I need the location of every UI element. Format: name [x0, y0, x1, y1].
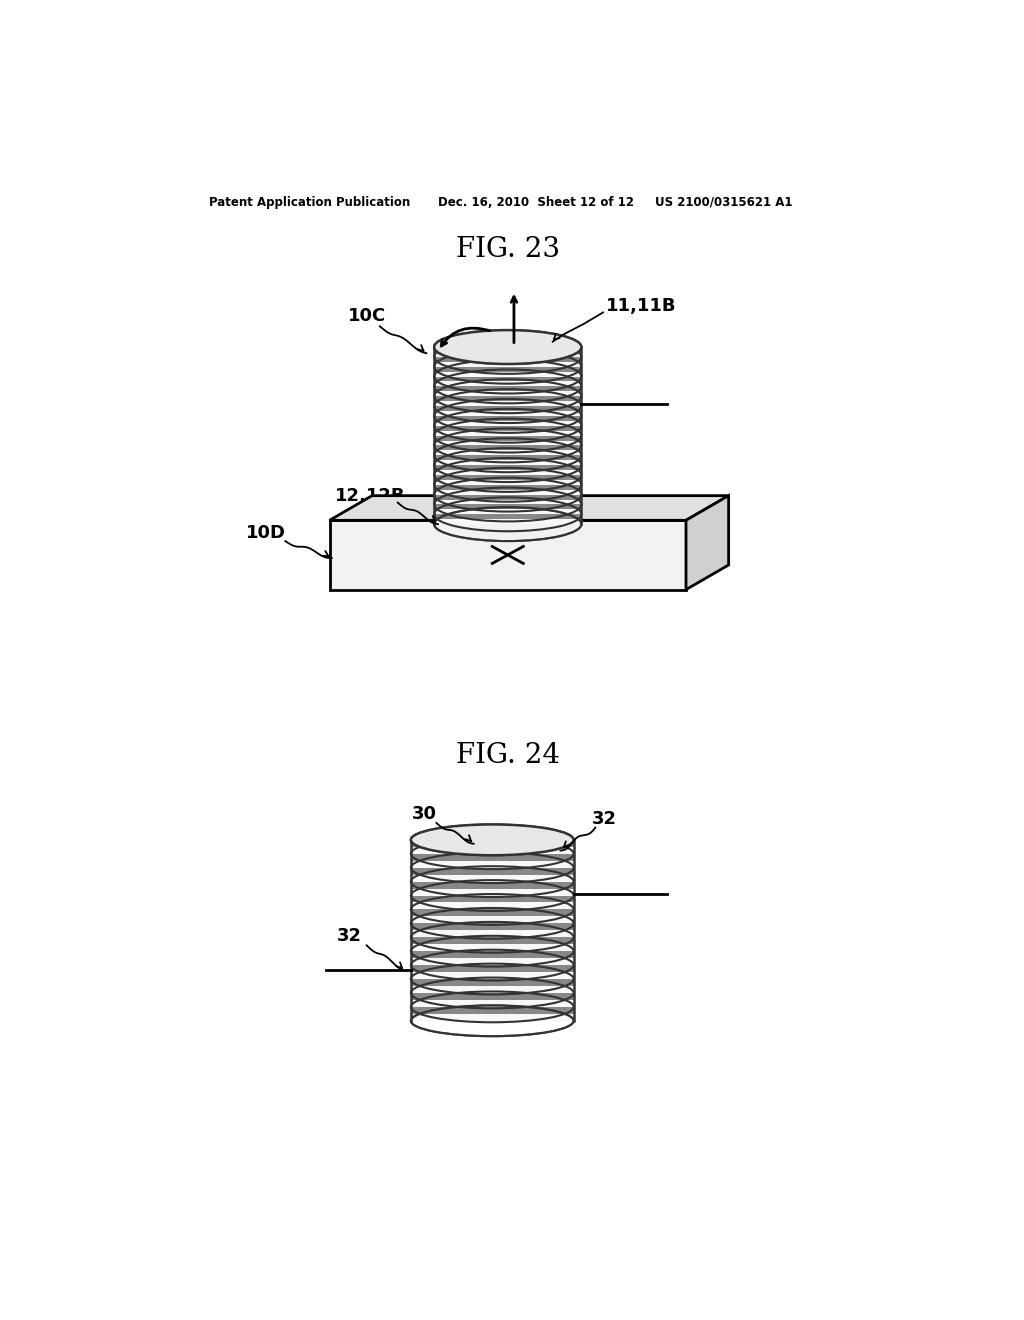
Polygon shape: [434, 515, 582, 519]
Polygon shape: [434, 367, 582, 372]
Ellipse shape: [434, 330, 582, 364]
Text: 11,11B: 11,11B: [606, 297, 677, 315]
Polygon shape: [434, 396, 582, 401]
Polygon shape: [411, 867, 573, 875]
Polygon shape: [434, 356, 582, 362]
Polygon shape: [411, 840, 573, 1020]
Polygon shape: [434, 504, 582, 510]
Polygon shape: [411, 952, 573, 958]
Polygon shape: [411, 979, 573, 986]
Polygon shape: [434, 445, 582, 450]
Polygon shape: [434, 387, 582, 391]
Text: US 2100/0315621 A1: US 2100/0315621 A1: [655, 195, 793, 209]
Polygon shape: [434, 495, 582, 499]
Text: FIG. 23: FIG. 23: [456, 236, 560, 263]
Text: 10C: 10C: [347, 308, 386, 325]
Polygon shape: [434, 376, 582, 381]
Polygon shape: [411, 854, 573, 861]
Polygon shape: [686, 496, 729, 590]
Polygon shape: [434, 455, 582, 461]
Polygon shape: [434, 347, 582, 524]
Polygon shape: [434, 407, 582, 411]
Text: 32: 32: [592, 810, 617, 828]
Ellipse shape: [411, 825, 573, 855]
Polygon shape: [411, 924, 573, 931]
Polygon shape: [411, 993, 573, 1001]
Polygon shape: [330, 496, 729, 520]
Polygon shape: [411, 965, 573, 972]
Polygon shape: [434, 484, 582, 490]
Text: Dec. 16, 2010  Sheet 12 of 12: Dec. 16, 2010 Sheet 12 of 12: [438, 195, 634, 209]
Polygon shape: [411, 1007, 573, 1014]
Polygon shape: [411, 882, 573, 888]
Polygon shape: [434, 416, 582, 421]
Polygon shape: [411, 840, 573, 847]
Text: 30: 30: [412, 805, 436, 824]
Polygon shape: [411, 895, 573, 903]
Polygon shape: [434, 436, 582, 441]
Polygon shape: [411, 909, 573, 916]
Polygon shape: [434, 465, 582, 470]
Polygon shape: [434, 475, 582, 480]
Polygon shape: [434, 426, 582, 430]
Text: Patent Application Publication: Patent Application Publication: [209, 195, 411, 209]
Polygon shape: [434, 347, 582, 352]
Text: FIG. 24: FIG. 24: [456, 742, 560, 768]
Text: 32: 32: [336, 927, 361, 945]
Polygon shape: [411, 937, 573, 944]
Polygon shape: [330, 520, 686, 590]
Text: 10D: 10D: [246, 524, 286, 543]
Text: 12,12B: 12,12B: [335, 487, 406, 504]
